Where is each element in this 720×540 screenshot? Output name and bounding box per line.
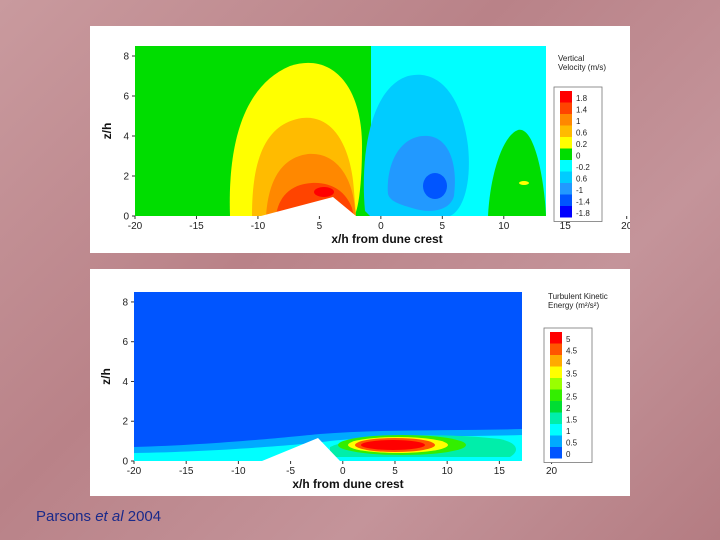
- legend-swatch: [550, 332, 562, 344]
- legend-swatch: [560, 206, 572, 218]
- legend-level-label: 0.2: [576, 140, 588, 149]
- legend-swatch: [560, 160, 572, 172]
- y-tick-label: 8: [123, 52, 129, 63]
- updraft-contour-1-8: [314, 187, 334, 197]
- y-tick-label: 8: [122, 297, 128, 308]
- y-axis-label: z/h: [100, 123, 114, 140]
- tke-contour-5: [361, 440, 425, 450]
- y-axis-label: z/h: [99, 368, 113, 385]
- legend-level-label: 3: [566, 381, 571, 390]
- legend-level-label: 2.5: [566, 393, 578, 402]
- legend-swatch: [560, 91, 572, 103]
- x-tick-label: -15: [179, 466, 194, 477]
- legend-level-label: 1: [566, 427, 571, 436]
- x-tick-label: 0: [340, 466, 346, 477]
- x-tick-label: 20: [621, 221, 630, 232]
- legend-level-label: 1: [576, 117, 581, 126]
- legend-swatch: [560, 195, 572, 207]
- x-tick-label: 5: [317, 221, 323, 232]
- x-tick-label: 10: [498, 221, 510, 232]
- legend-level-label: 0: [566, 450, 571, 459]
- legend-swatch: [560, 126, 572, 138]
- x-tick-label: 5: [440, 221, 446, 232]
- far-field-yellow-spot: [519, 181, 529, 185]
- legend-swatch: [550, 378, 562, 390]
- legend-level-label: 3.5: [566, 370, 578, 379]
- legend-swatch: [550, 344, 562, 356]
- legend-level-label: 0: [576, 152, 581, 161]
- legend-level-label: 1.5: [566, 416, 578, 425]
- x-tick-label: -20: [127, 466, 142, 477]
- turbulent-kinetic-energy-panel: -20 -15 -10 -5 0 5 10 15 20 0 2 4 6 8 x/h from dune cr…: [90, 269, 630, 496]
- legend-swatch: [550, 401, 562, 413]
- citation-caption: Parsons et al 2004: [36, 508, 161, 525]
- legend-swatch: [560, 172, 572, 184]
- y-tick-label: 0: [123, 212, 129, 223]
- legend-swatch: [560, 149, 572, 161]
- citation-author: Parsons: [36, 508, 91, 525]
- legend-level-label: 0.6: [576, 175, 588, 184]
- x-tick-label: -5: [286, 466, 295, 477]
- legend-title-units: Energy (m²/s²): [548, 301, 599, 310]
- legend-swatch: [550, 447, 562, 459]
- legend-title-units: Velocity (m/s): [558, 63, 606, 72]
- legend-level-label: 0.6: [576, 129, 588, 138]
- y-tick-label: 2: [122, 417, 128, 428]
- legend-level-label: 2: [566, 404, 571, 413]
- x-axis-label: x/h from dune crest: [292, 477, 403, 491]
- y-tick-label: 6: [123, 92, 129, 103]
- legend-swatch: [550, 367, 562, 379]
- legend-level-label: -0.2: [576, 163, 590, 172]
- x-tick-label: 15: [560, 221, 572, 232]
- y-tick-label: 4: [123, 132, 129, 143]
- legend-level-label: 1.4: [576, 106, 588, 115]
- citation-year: 2004: [128, 508, 161, 525]
- downdraft-contour-1-4: [423, 173, 447, 199]
- x-tick-label: -20: [128, 221, 143, 232]
- legend-level-label: -1.4: [576, 198, 590, 207]
- legend-level-label: 4.5: [566, 347, 578, 356]
- x-tick-label: 0: [378, 221, 384, 232]
- legend-swatch: [560, 103, 572, 115]
- legend-swatch: [550, 355, 562, 367]
- legend-level-label: 4: [566, 358, 571, 367]
- legend-swatch: [550, 436, 562, 448]
- x-tick-label: -15: [189, 221, 204, 232]
- legend-level-label: -1: [576, 186, 584, 195]
- y-tick-label: 0: [122, 457, 128, 468]
- x-tick-label: 20: [546, 466, 558, 477]
- legend-swatch: [550, 390, 562, 402]
- y-tick-label: 2: [123, 172, 129, 183]
- x-tick-label: -10: [231, 466, 246, 477]
- legend-swatch: [560, 114, 572, 126]
- legend-swatch: [560, 183, 572, 195]
- legend-level-label: 1.8: [576, 94, 588, 103]
- vertical-velocity-panel: -20 -15 -10 5 0 5 10 15 20 0 2 4 6 8 x/h from dune cre…: [90, 26, 630, 253]
- legend-title: Turbulent Kinetic: [548, 292, 608, 301]
- x-tick-label: 5: [392, 466, 398, 477]
- x-axis-label: x/h from dune crest: [331, 232, 442, 246]
- legend-swatch: [550, 413, 562, 425]
- citation-etal: et al: [95, 508, 123, 525]
- y-tick-label: 6: [122, 337, 128, 348]
- x-tick-label: 10: [442, 466, 454, 477]
- legend-level-label: 0.5: [566, 439, 578, 448]
- legend-level-label: -1.8: [576, 209, 590, 218]
- legend-swatch: [550, 424, 562, 436]
- legend-title: Vertical: [558, 54, 584, 63]
- legend-swatch: [560, 137, 572, 149]
- legend-level-label: 5: [566, 335, 571, 344]
- y-tick-label: 4: [122, 377, 128, 388]
- x-tick-label: 15: [494, 466, 506, 477]
- x-tick-label: -10: [251, 221, 266, 232]
